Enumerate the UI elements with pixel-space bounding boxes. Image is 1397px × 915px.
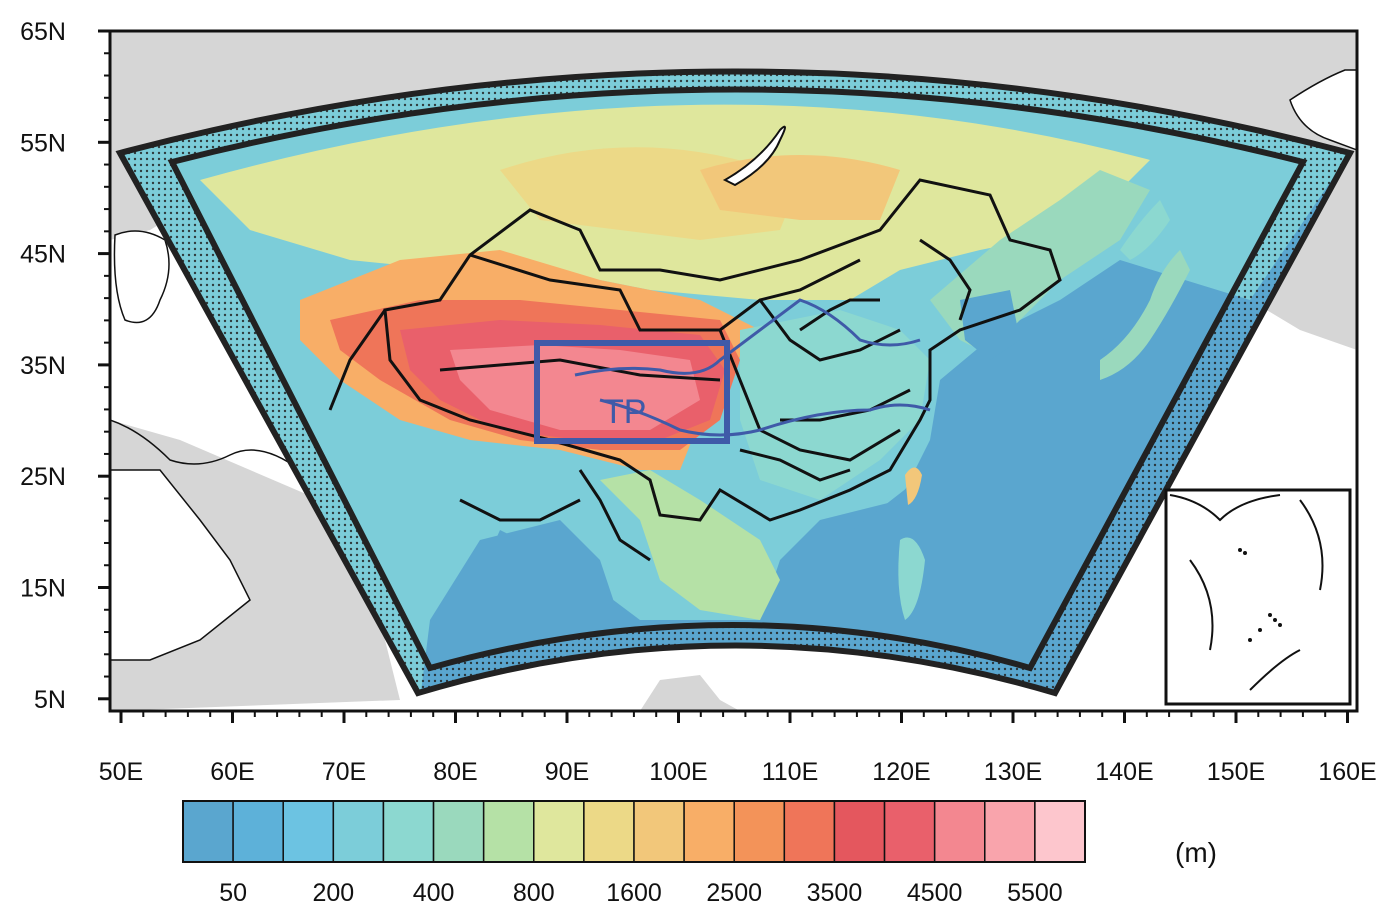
lon-tick-label: 120E (872, 758, 930, 786)
colorbar-tick-labels: 50 200 400 800 1600 2500 3500 4500 5500 (219, 879, 1062, 907)
colorbar-tick-label: 200 (312, 879, 354, 907)
lon-tick-label: 60E (210, 758, 254, 786)
colorbar-swatch (533, 800, 585, 863)
lon-tick-label: 110E (762, 758, 819, 786)
rivers (574, 298, 931, 437)
lon-tick-label: 100E (649, 758, 707, 786)
colorbar-frame (182, 800, 1086, 863)
coast-east-asia (1289, 69, 1357, 151)
domain-outer-boundary (115, 68, 1355, 697)
colorbar-swatch (1034, 800, 1086, 863)
land-arabia (110, 469, 251, 661)
colorbar-swatch (432, 800, 485, 863)
colorbar-swatch (833, 800, 886, 863)
lon-tick-label: 80E (433, 758, 477, 786)
latitude-axis: 65N 55N 45N 35N 25N 15N 5N (20, 18, 110, 714)
plot-frame (108, 29, 1359, 713)
elevation-colorbar (182, 800, 1086, 863)
longitude-axis: 50E 60E 70E 80E 90E 100E 110E 120E 130E 140E 150E 1… (99, 711, 1377, 786)
lon-tick-label: 140E (1095, 758, 1153, 786)
model-domain (120, 71, 1350, 693)
south-china-sea-inset (1164, 488, 1352, 706)
colorbar-tick-label: 400 (413, 879, 455, 907)
lat-tick-label: 25N (20, 463, 66, 491)
colorbar-swatch (933, 800, 986, 863)
colorbar-swatch (482, 800, 535, 863)
colorbar-swatch (332, 800, 385, 863)
colorbar-swatch (633, 800, 685, 863)
lat-tick-label: 35N (20, 352, 66, 380)
colorbar-tick-label: 1600 (606, 879, 662, 907)
lon-tick-label: 70E (322, 758, 366, 786)
colorbar-tick-label: 800 (513, 879, 555, 907)
lat-tick-label: 15N (20, 575, 66, 603)
lat-tick-label: 5N (34, 686, 66, 714)
colorbar-swatch (733, 800, 786, 863)
colorbar-swatch (232, 800, 284, 863)
colorbar-swatch (282, 800, 335, 863)
lon-tick-label: 90E (545, 758, 589, 786)
colorbar-swatch (984, 800, 1036, 863)
lat-tick-label: 55N (20, 129, 66, 157)
lake-baikal (722, 125, 786, 187)
colorbar-swatch (182, 800, 234, 863)
land-australia-edge (640, 675, 740, 711)
lon-tick-label: 160E (1318, 758, 1376, 786)
lon-tick-label: 50E (99, 758, 143, 786)
colorbar-unit-label: (m) (1175, 837, 1217, 868)
lon-tick-label: 130E (984, 758, 1042, 786)
colorbar-swatch (382, 800, 435, 863)
colorbar-swatch (783, 800, 836, 863)
colorbar-tick-label: 2500 (706, 879, 762, 907)
lon-tick-label: 150E (1207, 758, 1265, 786)
domain-buffer-zone (120, 71, 1350, 693)
colorbar-tick-label: 4500 (907, 879, 963, 907)
tp-region-label: TP (603, 393, 646, 431)
colorbar-swatch (883, 800, 936, 863)
domain-inner-boundary (167, 86, 1308, 672)
tp-region-box (534, 340, 730, 444)
coast-caspian (113, 230, 170, 324)
colorbar-tick-label: 5500 (1007, 879, 1063, 907)
lat-tick-label: 65N (20, 18, 66, 46)
colorbar-tick-label: 3500 (807, 879, 863, 907)
colorbar-tick-label: 50 (219, 879, 247, 907)
colorbar-swatch (583, 800, 635, 863)
colorbar-swatch (683, 800, 735, 863)
lat-tick-label: 45N (20, 241, 66, 269)
